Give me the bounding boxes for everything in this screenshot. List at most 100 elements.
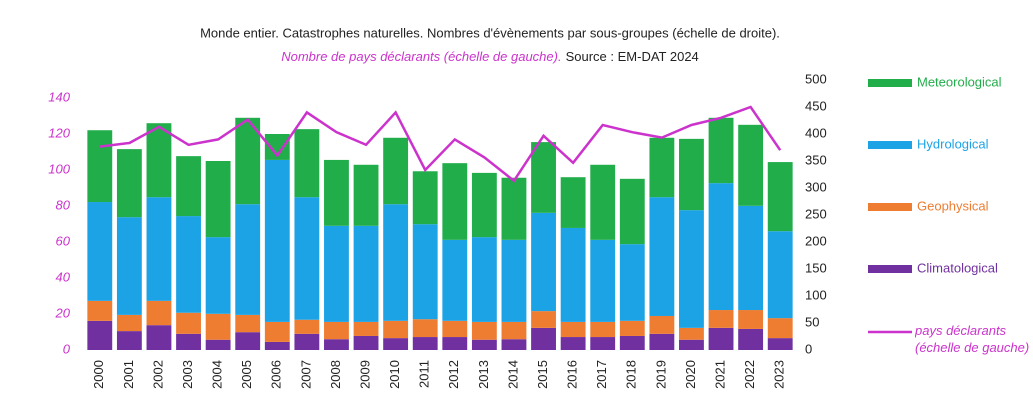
bar-segment xyxy=(235,332,261,350)
bar-segment xyxy=(501,339,527,350)
bar-segment xyxy=(324,159,349,226)
bar-segment xyxy=(412,224,438,320)
x-tick-label: 2007 xyxy=(298,360,313,389)
bar-segment xyxy=(471,237,497,322)
bar-segment xyxy=(176,312,201,334)
bar-segment xyxy=(116,149,142,218)
bar-segment xyxy=(708,327,734,350)
x-tick-label: 2021 xyxy=(712,360,727,389)
x-tick-label: 2001 xyxy=(121,360,136,389)
bar-segment xyxy=(176,216,201,313)
y2-tick-label: 300 xyxy=(805,179,827,194)
legend-swatch xyxy=(868,203,912,211)
bar-segment xyxy=(679,339,704,350)
bar-segment xyxy=(531,311,556,328)
x-tick-label: 2016 xyxy=(565,360,580,389)
y2-tick-label: 250 xyxy=(805,206,827,221)
bar-segment xyxy=(412,171,438,225)
bar-segment xyxy=(531,142,556,213)
x-tick-label: 2018 xyxy=(624,360,639,389)
bar-segment xyxy=(116,331,142,350)
bar-segment xyxy=(294,129,320,198)
bar-segment xyxy=(176,156,201,217)
bar-segment xyxy=(442,163,468,240)
y2-tick-label: 400 xyxy=(805,125,827,140)
y-tick-label: 60 xyxy=(56,233,71,248)
bar-segment xyxy=(87,202,113,301)
bar-segment xyxy=(383,338,409,350)
bar-segment xyxy=(708,310,734,328)
bar-segment xyxy=(560,337,586,350)
legend-label: Geophysical xyxy=(917,198,989,213)
bar-segment xyxy=(560,227,586,322)
bar-segment xyxy=(324,225,349,322)
bar-segment xyxy=(383,137,409,205)
bar-segment xyxy=(235,314,261,333)
x-tick-label: 2017 xyxy=(594,360,609,389)
bar-segment xyxy=(619,320,645,336)
bar-segment xyxy=(442,239,468,321)
bar-segment xyxy=(264,321,290,342)
x-tick-label: 2014 xyxy=(505,360,520,389)
bar-segment xyxy=(590,239,616,322)
bar-segment xyxy=(205,161,231,238)
bar-segment xyxy=(619,335,645,350)
bar-segment xyxy=(619,178,645,245)
x-tick-label: 2010 xyxy=(387,360,402,389)
bar-segment xyxy=(590,164,616,240)
source: Source : EM-DAT 2024 xyxy=(566,49,699,64)
x-tick-label: 2011 xyxy=(417,360,432,388)
bar-segment xyxy=(205,237,231,314)
bar-segment xyxy=(767,318,793,339)
x-tick-label: 2006 xyxy=(269,360,284,389)
bar-segment xyxy=(146,300,172,326)
y2-tick-label: 50 xyxy=(805,314,819,329)
bar-segment xyxy=(176,333,201,350)
bar-segment xyxy=(87,130,113,203)
bar-segment xyxy=(590,321,616,338)
x-tick-label: 2003 xyxy=(180,360,195,389)
bar-segment xyxy=(619,244,645,321)
bar-segment xyxy=(353,335,379,350)
bar-segment xyxy=(116,217,142,315)
bar-segment xyxy=(560,321,586,338)
bar-segment xyxy=(353,164,379,226)
bar-segment xyxy=(264,159,290,322)
bar-segment xyxy=(205,339,231,350)
bar-segment xyxy=(738,328,764,350)
bar-segment xyxy=(383,204,409,321)
x-tick-label: 2012 xyxy=(446,360,461,389)
bar-segment xyxy=(353,225,379,322)
y2-tick-label: 0 xyxy=(805,341,812,356)
bar-segment xyxy=(531,212,556,312)
bar-segment xyxy=(738,205,764,311)
y2-tick-label: 200 xyxy=(805,233,827,248)
bar-segment xyxy=(442,320,468,338)
x-tick-label: 2013 xyxy=(476,360,491,389)
y-tick-label: 20 xyxy=(55,305,71,320)
bar-segment xyxy=(146,325,172,350)
y-tick-label: 120 xyxy=(48,125,70,140)
bar-segment xyxy=(738,124,764,206)
bar-segment xyxy=(767,231,793,319)
bar-segment xyxy=(87,300,113,321)
bar-segment xyxy=(560,177,586,228)
chart-title: Monde entier. Catastrophes naturelles. N… xyxy=(200,25,780,40)
bar-segment xyxy=(531,327,556,350)
bar-segment xyxy=(294,197,320,320)
bar-segment xyxy=(353,321,379,336)
bar-segment xyxy=(146,123,172,198)
bar-segment xyxy=(205,313,231,340)
bar-segment xyxy=(708,183,734,311)
legend-label-box: pays déclarants (échelle de gauche) xyxy=(915,323,1029,355)
bar-segment xyxy=(501,239,527,322)
bar-segment xyxy=(116,314,142,332)
y-tick-label: 80 xyxy=(56,197,71,212)
bar-segment xyxy=(412,319,438,338)
bar-segment xyxy=(501,177,527,240)
y-tick-label: 0 xyxy=(63,341,71,356)
bar-segment xyxy=(471,321,497,340)
bar-segment xyxy=(649,137,675,198)
y-tick-label: 40 xyxy=(56,269,71,284)
y-tick-label: 100 xyxy=(48,161,70,176)
